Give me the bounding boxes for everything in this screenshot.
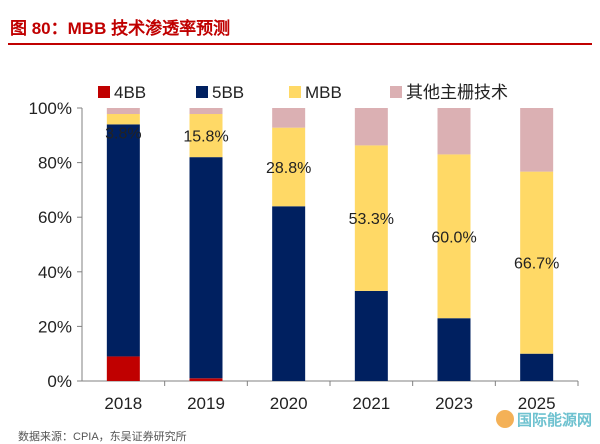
x-tick-label: 2018 — [104, 394, 142, 413]
data-label: 15.8% — [183, 129, 228, 146]
legend-swatch-1 — [196, 86, 208, 98]
data-label: 66.7% — [514, 256, 559, 273]
data-label: 3.8% — [105, 125, 141, 142]
bar-2023-series-2 — [437, 154, 471, 319]
bar-2025-series-3 — [520, 108, 554, 172]
bar-2021-series-3 — [354, 108, 388, 146]
bar-2018-series-3 — [106, 108, 140, 115]
legend-label-2: MBB — [305, 83, 342, 102]
y-tick-label: 60% — [38, 208, 72, 227]
x-tick-label: 2019 — [187, 394, 225, 413]
y-tick-label: 0% — [47, 372, 72, 391]
bar-2021-series-1 — [354, 290, 388, 381]
legend-label-3: 其他主栅技术 — [406, 83, 508, 102]
bar-2021-series-2 — [354, 145, 388, 291]
y-tick-label: 100% — [29, 99, 72, 118]
data-label: 53.3% — [349, 211, 394, 228]
y-tick-label: 20% — [38, 317, 72, 336]
bar-2019-series-2 — [189, 114, 223, 158]
legend-swatch-0 — [98, 86, 110, 98]
bar-2025-series-2 — [520, 171, 554, 354]
y-tick-label: 80% — [38, 154, 72, 173]
title-divider — [8, 43, 592, 45]
globe-icon — [495, 410, 514, 428]
x-tick-label: 2025 — [518, 394, 556, 413]
source-note: 数据来源：CPIA，东吴证券研究所 — [18, 431, 187, 443]
bar-2019-series-1 — [189, 157, 223, 379]
bar-2018-series-0 — [106, 356, 140, 381]
bar-2019-series-3 — [189, 108, 223, 115]
x-tick-label: 2023 — [435, 394, 473, 413]
legend-label-0: 4BB — [114, 83, 146, 102]
bar-2023-series-1 — [437, 318, 471, 381]
legend-swatch-2 — [289, 86, 301, 98]
chart-title: 图 80：MBB 技术渗透率预测 — [10, 19, 231, 38]
y-tick-label: 40% — [38, 263, 72, 282]
data-label: 60.0% — [431, 229, 476, 246]
data-label: 28.8% — [266, 160, 311, 177]
bar-2020-series-2 — [272, 127, 306, 207]
bar-2020-series-1 — [272, 206, 306, 381]
bar-2023-series-3 — [437, 108, 471, 155]
x-tick-label: 2020 — [270, 394, 308, 413]
bar-2025-series-1 — [520, 353, 554, 381]
legend-label-1: 5BB — [212, 83, 244, 102]
bar-2020-series-3 — [272, 108, 306, 128]
x-tick-label: 2021 — [352, 394, 390, 413]
bar-2019-series-0 — [189, 378, 223, 381]
watermark-text: 国际能源网 — [516, 412, 592, 429]
bar-2018-series-1 — [106, 124, 140, 357]
watermark: 国际能源网 — [495, 409, 592, 430]
bar-2018-series-2 — [106, 114, 140, 125]
legend-swatch-3 — [390, 86, 402, 98]
